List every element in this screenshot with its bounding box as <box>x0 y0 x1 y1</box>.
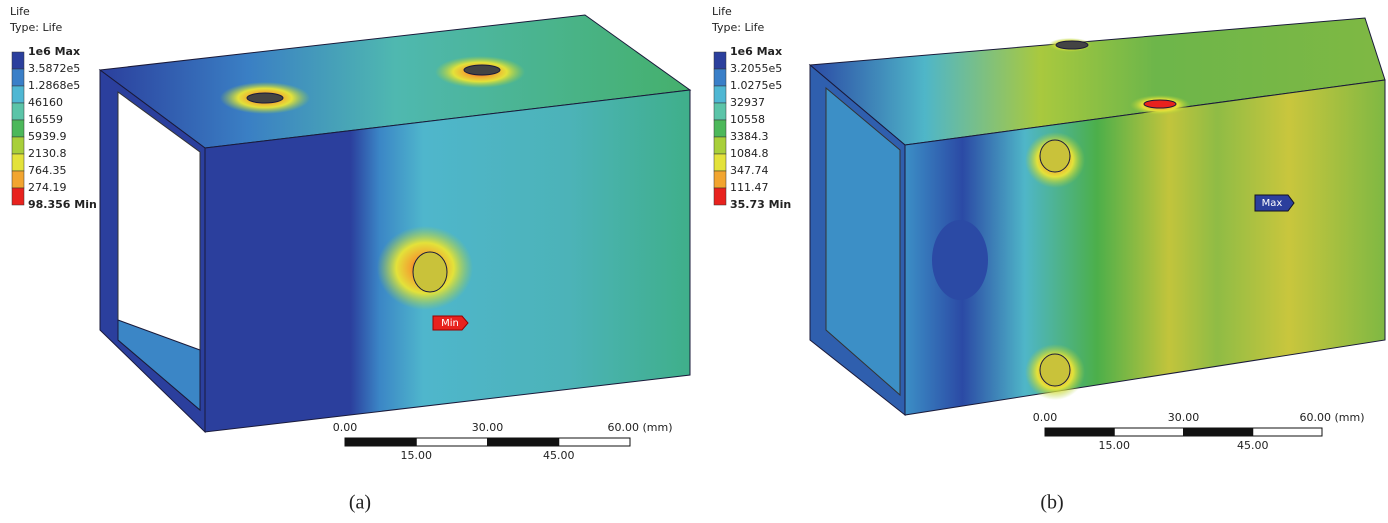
hole <box>464 65 500 75</box>
scale-label: 15.00 <box>401 449 433 462</box>
scale-segment <box>1045 428 1114 436</box>
scale-label: 0.00 <box>1033 411 1058 424</box>
legend-swatch <box>714 103 726 120</box>
legend-label: 1.2868e5 <box>28 79 80 92</box>
marker-label: Max <box>1262 198 1283 209</box>
figure: Life Type: Life 1e6 Max 3.5872e5 1.2868e5 461… <box>0 0 1388 519</box>
legend-label: 3.5872e5 <box>28 62 80 75</box>
scale-segment <box>345 438 416 446</box>
legend-label: 764.35 <box>28 164 67 177</box>
scale-segment <box>488 438 559 446</box>
legend-swatch <box>714 188 726 205</box>
legend-swatch <box>12 171 24 188</box>
legend-label: 1e6 Max <box>730 45 782 58</box>
legend-swatch <box>12 120 24 137</box>
model-a <box>100 15 690 432</box>
legend-label: 111.47 <box>730 181 769 194</box>
hole <box>1040 354 1070 386</box>
scale-segment <box>1253 428 1322 436</box>
subtitle: Type: Life <box>711 21 765 34</box>
legend-label: 5939.9 <box>28 130 67 143</box>
legend-label: 3.2055e5 <box>730 62 782 75</box>
legend-label: 274.19 <box>28 181 67 194</box>
legend-swatch <box>714 137 726 154</box>
hole <box>1144 100 1176 108</box>
legend-swatch <box>12 188 24 205</box>
legend-label: 1084.8 <box>730 147 769 160</box>
legend-label: 16559 <box>28 113 63 126</box>
scale-label: 45.00 <box>1237 439 1269 452</box>
legend-label: 347.74 <box>730 164 769 177</box>
hole <box>1056 41 1088 49</box>
legend-swatch <box>714 86 726 103</box>
scale-label: 0.00 <box>333 421 358 434</box>
legend-swatch <box>12 103 24 120</box>
hole <box>413 252 447 292</box>
hole <box>247 93 283 103</box>
legend-swatch <box>12 137 24 154</box>
legend-swatch <box>714 171 726 188</box>
legend-label: 2130.8 <box>28 147 67 160</box>
scale-segment <box>559 438 630 446</box>
hole <box>1040 140 1070 172</box>
legend-label: 32937 <box>730 96 765 109</box>
legend-swatch <box>714 120 726 137</box>
legend-swatch <box>12 69 24 86</box>
model-b <box>810 18 1385 415</box>
scale-label: 60.00 (mm) <box>607 421 672 434</box>
title: Life <box>10 5 30 18</box>
page: Life Type: Life 1e6 Max 3.5872e5 1.2868e5 461… <box>0 0 1388 519</box>
legend-swatch <box>714 154 726 171</box>
legend-label: 98.356 Min <box>28 198 97 211</box>
subtitle: Type: Life <box>9 21 63 34</box>
caption: (b) <box>1040 492 1063 514</box>
scale-segment <box>1114 428 1183 436</box>
legend-label: 1e6 Max <box>28 45 80 58</box>
scale-label: 15.00 <box>1099 439 1131 452</box>
low-zone <box>932 220 988 300</box>
legend-label: 1.0275e5 <box>730 79 782 92</box>
legend-swatch <box>714 52 726 69</box>
scale-label: 30.00 <box>472 421 504 434</box>
legend-swatch <box>714 69 726 86</box>
scale-label: 45.00 <box>543 449 575 462</box>
legend-label: 46160 <box>28 96 63 109</box>
legend-label: 3384.3 <box>730 130 769 143</box>
legend-swatch <box>12 52 24 69</box>
legend-label: 35.73 Min <box>730 198 791 211</box>
scale-label: 60.00 (mm) <box>1299 411 1364 424</box>
title: Life <box>712 5 732 18</box>
scale-segment <box>1184 428 1253 436</box>
legend-label: 10558 <box>730 113 765 126</box>
legend-swatch <box>12 154 24 171</box>
legend-swatch <box>12 86 24 103</box>
caption: (a) <box>349 492 371 514</box>
scale-segment <box>416 438 487 446</box>
scale-label: 30.00 <box>1168 411 1200 424</box>
marker-label: Min <box>441 318 459 329</box>
